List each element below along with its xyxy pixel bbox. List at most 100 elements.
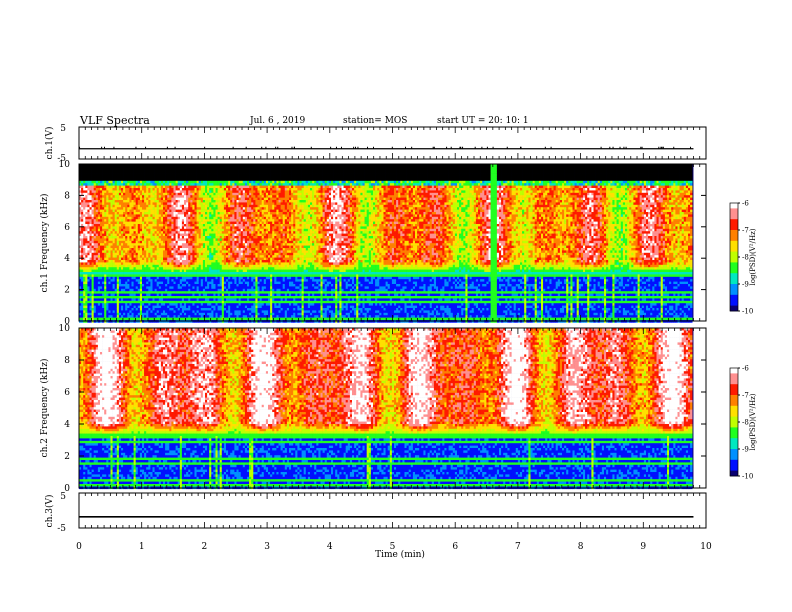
spectrogram-cell xyxy=(98,246,100,249)
spectrogram-cell xyxy=(104,198,106,201)
spectrogram-cell xyxy=(83,308,85,311)
spectrogram-cell xyxy=(125,183,127,186)
spectrogram-cell xyxy=(123,274,125,277)
spectrogram-cell xyxy=(90,248,92,251)
spectrogram-cell xyxy=(85,210,87,213)
spectrogram-cell xyxy=(106,202,108,205)
ch1-voltage-spike xyxy=(145,147,146,149)
spectrogram-cell xyxy=(106,193,108,196)
spectrogram-cell xyxy=(98,219,100,222)
spectrogram-cell xyxy=(108,183,110,186)
spectrogram-cell xyxy=(108,294,110,297)
spectrogram-cell xyxy=(85,174,87,177)
spectrogram-cell xyxy=(83,313,85,316)
spectrogram-cell xyxy=(106,174,108,177)
spectrogram-cell xyxy=(83,190,85,193)
spectrogram-cell xyxy=(100,315,102,318)
spectrogram-cell xyxy=(123,176,125,179)
spectrogram-cell xyxy=(125,260,127,263)
spectrogram-cell xyxy=(92,169,94,172)
spectrogram-cell xyxy=(119,277,121,280)
spectrogram-cell xyxy=(87,310,89,313)
spectrogram-cell xyxy=(102,210,104,213)
spectrogram-cell xyxy=(129,298,131,301)
spectrogram-cell xyxy=(96,246,98,249)
spectrogram-cell xyxy=(98,248,100,251)
spectrogram-cell xyxy=(119,188,121,191)
spectrogram-cell xyxy=(106,181,108,184)
spectrogram-cell xyxy=(106,176,108,179)
spectrogram-cell xyxy=(115,241,117,244)
spectrogram-cell xyxy=(111,217,113,220)
spectrogram-cell xyxy=(85,171,87,174)
spectrogram-cell xyxy=(117,236,119,239)
spectrogram-cell xyxy=(108,286,110,289)
spectrogram-cell xyxy=(98,222,100,225)
spectrogram-cell xyxy=(98,255,100,258)
spectrogram-cell xyxy=(85,253,87,256)
spectrogram-cell xyxy=(100,241,102,244)
spectrogram-cell xyxy=(81,236,83,239)
spectrogram-cell xyxy=(104,231,106,234)
spectrogram-cell xyxy=(92,200,94,203)
spectrogram-cell xyxy=(104,306,106,309)
spectrogram-cell xyxy=(125,289,127,292)
spectrogram-cell xyxy=(87,193,89,196)
spectrogram-cell xyxy=(81,296,83,299)
spectrogram-cell xyxy=(83,214,85,217)
spectrogram-cell xyxy=(121,286,123,289)
spectrogram-cell xyxy=(115,222,117,225)
spectrogram-cell xyxy=(94,277,96,280)
spectrogram-cell xyxy=(100,253,102,256)
spectrogram-cell xyxy=(81,198,83,201)
spectrogram-cell xyxy=(104,296,106,299)
spectrogram-cell xyxy=(92,195,94,198)
spectrogram-cell xyxy=(125,282,127,285)
spectrogram-cell xyxy=(98,231,100,234)
ch1-voltage-spike xyxy=(507,147,508,149)
spectrogram-cell xyxy=(129,265,131,268)
spectrogram-cell xyxy=(106,205,108,208)
ch1-voltage-spike xyxy=(291,147,292,149)
spectrogram-cell xyxy=(90,186,92,189)
spectrogram-cell xyxy=(129,217,131,220)
spectrogram-cell xyxy=(85,246,87,249)
spectrogram-cell xyxy=(111,277,113,280)
spectrogram-cell xyxy=(113,301,115,304)
spectrogram-cell xyxy=(115,181,117,184)
spectrogram-cell xyxy=(106,310,108,313)
spectrogram-cell xyxy=(115,291,117,294)
spectrogram-cell xyxy=(81,250,83,253)
spectrogram-cell xyxy=(85,181,87,184)
spectrogram-cell xyxy=(127,186,129,189)
spectrogram-cell xyxy=(113,231,115,234)
spectrogram-cell xyxy=(127,310,129,313)
spectrogram-cell xyxy=(81,265,83,268)
spectrogram-cell xyxy=(83,277,85,280)
spectrogram-cell xyxy=(104,169,106,172)
spectrogram-cell xyxy=(108,212,110,215)
spectrogram-cell xyxy=(117,301,119,304)
spectrogram-cell xyxy=(96,210,98,213)
spectrogram-cell xyxy=(92,267,94,270)
spectrogram-cell xyxy=(81,282,83,285)
spectrogram-cell xyxy=(125,267,127,270)
spectrogram-cell xyxy=(81,166,83,169)
spectrogram-cell xyxy=(81,202,83,205)
spectrogram-cell xyxy=(127,195,129,198)
spectrogram-cell xyxy=(87,176,89,179)
spectrogram-cell xyxy=(81,222,83,225)
spectrogram-cell xyxy=(100,284,102,287)
spectrogram-cell xyxy=(98,238,100,241)
spectrogram-cell xyxy=(96,238,98,241)
spectrogram-cell xyxy=(108,255,110,258)
spectrogram-cell xyxy=(119,262,121,265)
ch1-voltage-spike xyxy=(277,147,278,149)
spectrogram-cell xyxy=(83,207,85,210)
spectrogram-cell xyxy=(96,243,98,246)
spectrogram-cell xyxy=(87,200,89,203)
spectrogram-cell xyxy=(98,270,100,273)
spectrogram-cell xyxy=(100,243,102,246)
spectrogram-cell xyxy=(100,202,102,205)
spectrogram-cell xyxy=(104,178,106,181)
